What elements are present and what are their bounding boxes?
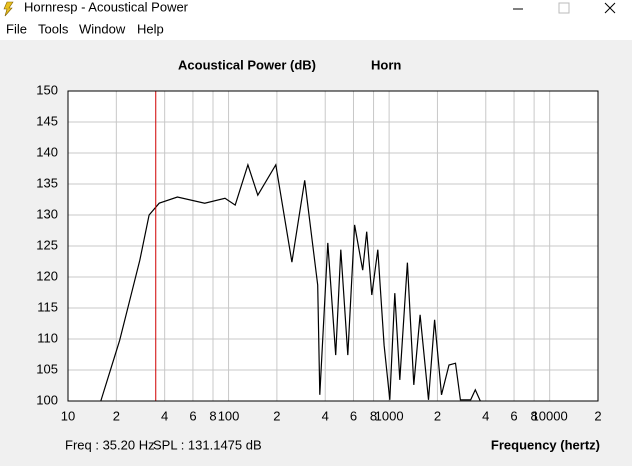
x-tick-label: 100 xyxy=(218,408,240,423)
x-axis-label: Frequency (hertz) xyxy=(491,437,600,452)
x-tick-label: 4 xyxy=(482,408,489,423)
x-tick-label: 4 xyxy=(322,408,329,423)
x-tick-label: 10 xyxy=(61,408,75,423)
x-tick-label: 10000 xyxy=(532,408,568,423)
x-tick-label: 2 xyxy=(434,408,441,423)
y-tick-label: 100 xyxy=(36,392,58,407)
title-and-menu-bar xyxy=(0,0,632,40)
y-tick-label: 105 xyxy=(36,361,58,376)
x-tick-label: 6 xyxy=(510,408,517,423)
cursor-spl: SPL : 131.1475 dB xyxy=(153,437,262,452)
y-tick-label: 150 xyxy=(36,82,58,97)
x-tick-label: 2 xyxy=(594,408,601,423)
x-tick-label: 6 xyxy=(350,408,357,423)
y-tick-label: 110 xyxy=(37,330,58,345)
chart-title: Acoustical Power (dB) xyxy=(178,57,316,72)
menu-item[interactable]: Tools xyxy=(38,21,69,36)
y-tick-label: 125 xyxy=(36,237,58,252)
y-tick-label: 130 xyxy=(36,206,58,221)
menu-item[interactable]: File xyxy=(6,21,27,36)
x-tick-label: 2 xyxy=(113,408,120,423)
response-line xyxy=(100,162,481,402)
y-tick-label: 120 xyxy=(36,268,58,283)
menu-item[interactable]: Help xyxy=(137,21,164,36)
y-tick-label: 140 xyxy=(36,144,58,159)
close-button[interactable] xyxy=(604,2,616,14)
maximize-button[interactable] xyxy=(558,2,570,14)
x-tick-label: 1000 xyxy=(375,408,404,423)
x-tick-label: 8 xyxy=(209,408,216,423)
y-tick-label: 145 xyxy=(36,113,58,128)
app-icon xyxy=(3,1,14,17)
cursor-frequency: Freq : 35.20 Hz xyxy=(65,437,155,452)
x-tick-label: 8 xyxy=(370,408,377,423)
y-tick-label: 135 xyxy=(36,175,58,190)
menu-bar: File Tools Window Help xyxy=(6,21,164,36)
menu-item[interactable]: Window xyxy=(79,21,126,36)
chart-subtitle: Horn xyxy=(371,57,401,72)
y-tick-label: 115 xyxy=(37,299,58,314)
x-tick-label: 4 xyxy=(161,408,168,423)
x-tick-label: 2 xyxy=(273,408,280,423)
window-title: Hornresp - Acoustical Power xyxy=(24,0,189,14)
x-tick-label: 8 xyxy=(530,408,537,423)
plot-frame xyxy=(67,90,599,402)
x-tick-label: 6 xyxy=(189,408,196,423)
